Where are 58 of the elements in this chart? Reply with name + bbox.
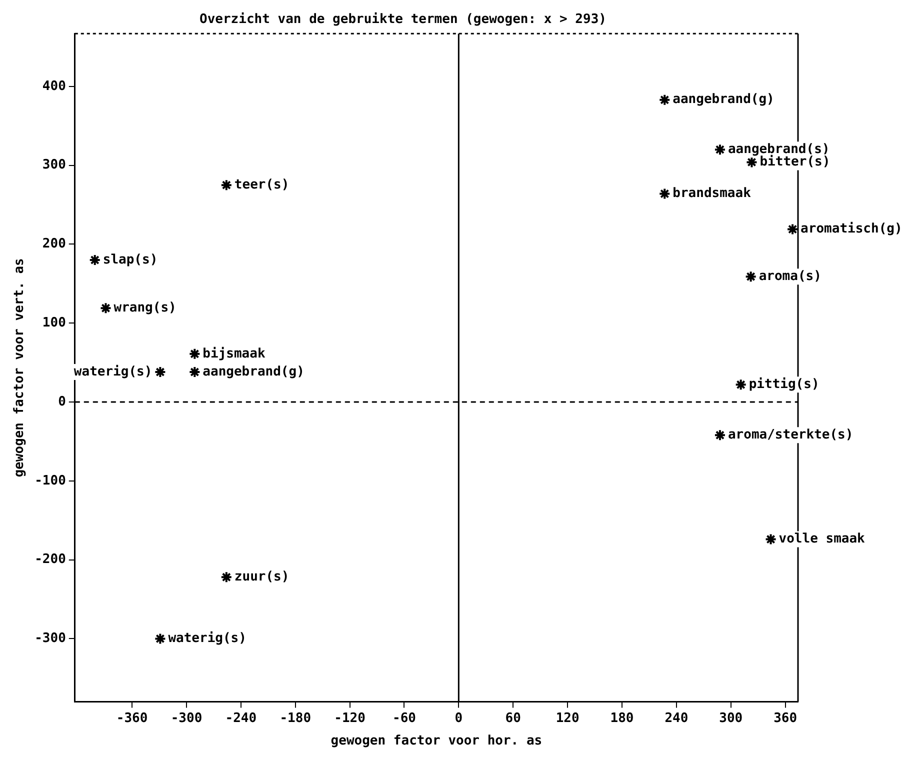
y-tick-label: -200 bbox=[34, 552, 66, 568]
chart-title: Overzicht van de gebruikte termen (gewogen: x > 293) bbox=[200, 12, 606, 28]
point bbox=[154, 366, 166, 378]
y-tick-label: 0 bbox=[58, 394, 66, 410]
y-tick-label: -100 bbox=[34, 473, 66, 488]
annotation: pittig(s) bbox=[748, 377, 820, 392]
annotation: waterig(s) bbox=[168, 631, 246, 646]
annotation: teer(s) bbox=[234, 177, 290, 192]
point bbox=[220, 179, 232, 192]
point bbox=[714, 429, 726, 442]
point bbox=[786, 223, 798, 236]
x-tick-label: 120 bbox=[556, 710, 580, 726]
y-tick-label: -300 bbox=[34, 631, 66, 646]
annotation: bitter(s) bbox=[760, 154, 830, 170]
point bbox=[734, 378, 747, 391]
x-tick-label: -120 bbox=[334, 710, 366, 726]
annotation: brandsmaak bbox=[672, 186, 752, 202]
annotation: aangebrand(g) bbox=[672, 92, 774, 108]
x-axis-title: gewogen factor voor hor. as bbox=[330, 734, 542, 749]
x-tick-label: 300 bbox=[719, 710, 743, 726]
x-tick-label: 180 bbox=[610, 710, 634, 726]
point bbox=[154, 632, 166, 645]
x-tick-label: -240 bbox=[225, 710, 257, 726]
point bbox=[764, 533, 777, 546]
point bbox=[746, 156, 758, 168]
annotation: aroma/sterkte(s) bbox=[728, 428, 854, 443]
x-tick-label: -60 bbox=[392, 710, 416, 726]
point bbox=[658, 188, 671, 200]
y-axis-title: gewogen factor voor vert. as bbox=[12, 258, 28, 478]
y-tick-label: 300 bbox=[42, 158, 66, 173]
y-tick-label: 200 bbox=[42, 236, 66, 252]
annotation: aangebrand(s) bbox=[728, 142, 830, 157]
annotation: bijsmaak bbox=[202, 346, 266, 362]
x-tick-label: -180 bbox=[280, 710, 312, 726]
x-tick-label: 240 bbox=[664, 710, 688, 726]
x-tick-label: -360 bbox=[116, 710, 148, 726]
annotation: wrang(s) bbox=[114, 300, 176, 316]
x-tick-label: -300 bbox=[170, 710, 202, 726]
annotation: waterig(s) bbox=[74, 364, 152, 380]
annotation: aangebrand(g) bbox=[202, 364, 304, 380]
point bbox=[100, 302, 112, 314]
x-tick-label: 0 bbox=[454, 710, 463, 726]
y-tick-label: 100 bbox=[42, 316, 66, 330]
annotation: volle smaak bbox=[778, 532, 866, 547]
point bbox=[88, 254, 101, 266]
point bbox=[714, 144, 726, 156]
annotation: aroma(s) bbox=[758, 268, 822, 284]
point bbox=[658, 94, 671, 106]
annotation: aromatisch(g) bbox=[800, 222, 902, 237]
x-tick-label: 360 bbox=[774, 710, 798, 726]
point bbox=[188, 366, 201, 378]
y-tick-label: 400 bbox=[42, 78, 66, 94]
point bbox=[744, 270, 757, 283]
annotation: zuur(s) bbox=[234, 570, 290, 585]
point bbox=[220, 571, 232, 584]
point bbox=[188, 348, 201, 360]
x-tick-label: 60 bbox=[505, 710, 522, 726]
annotation: slap(s) bbox=[102, 252, 158, 268]
